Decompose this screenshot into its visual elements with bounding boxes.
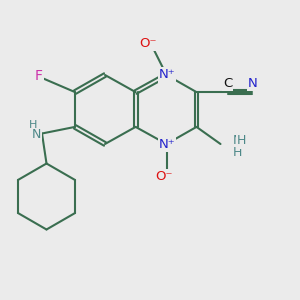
Text: O⁻: O⁻: [155, 170, 172, 184]
Text: H: H: [29, 120, 37, 130]
Text: N: N: [31, 128, 41, 142]
Text: N: N: [248, 76, 257, 90]
Text: C: C: [223, 76, 232, 90]
Text: N: N: [232, 134, 242, 148]
Text: N⁺: N⁺: [159, 68, 176, 82]
Text: N⁺: N⁺: [159, 137, 176, 151]
Text: H: H: [232, 146, 242, 159]
Text: H: H: [237, 134, 246, 148]
Text: O⁻: O⁻: [140, 37, 157, 50]
Text: F: F: [35, 69, 43, 83]
